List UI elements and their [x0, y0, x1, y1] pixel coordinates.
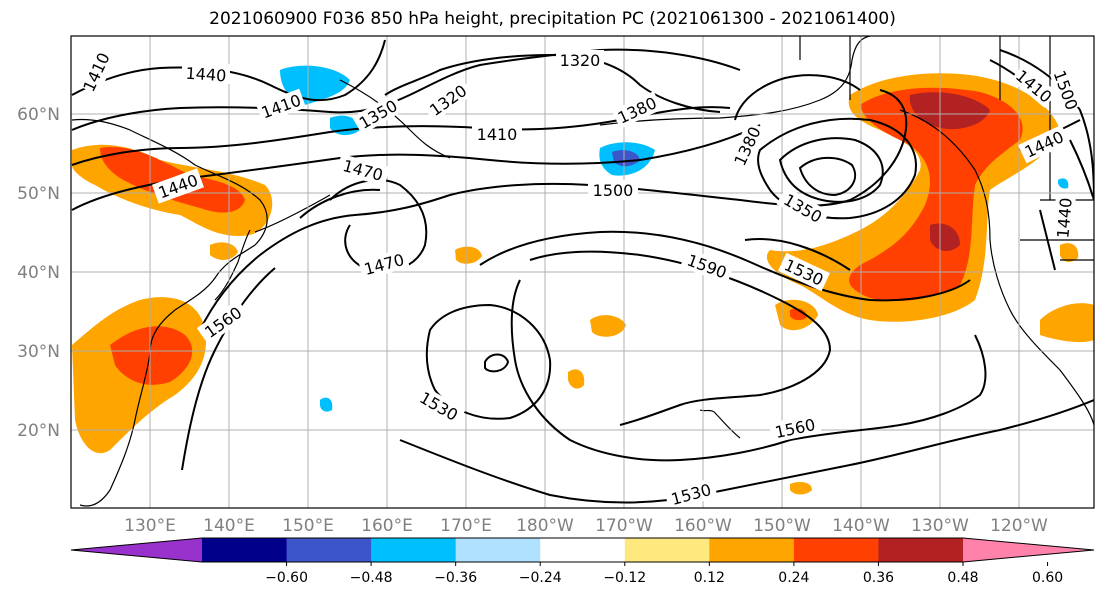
precip-patch — [210, 242, 238, 260]
precip-patch — [590, 315, 626, 337]
contour-label: 1440 — [185, 64, 227, 86]
page-title: 2021060900 F036 850 hPa height, precipit… — [209, 9, 896, 29]
lat-label: 40°N — [17, 263, 60, 283]
lon-label: 120°W — [990, 516, 1048, 536]
contour-label: 1440 — [1053, 197, 1075, 239]
colorbar-outline — [70, 537, 1095, 563]
colorbar-segment — [878, 538, 964, 562]
colorbar-tick-label: 0.12 — [694, 570, 725, 586]
colorbar-tick-label: −0.48 — [350, 570, 393, 586]
lon-label: 150°E — [282, 516, 334, 536]
precip-patch — [1060, 243, 1079, 262]
contour-label: 1500 — [593, 181, 634, 200]
lon-label: 170°W — [595, 516, 653, 536]
precip-patch — [568, 369, 585, 389]
lat-label: 60°N — [17, 105, 60, 125]
precip-core-japan-south — [110, 326, 193, 385]
colorbar-segment — [709, 538, 795, 562]
lat-label: 20°N — [17, 421, 60, 441]
precip-patch — [455, 246, 482, 264]
precip-max-gulf-alaska — [909, 92, 990, 130]
colorbar-tick-label: −0.24 — [519, 570, 562, 586]
longitude-labels: 130°E 140°E 150°E 160°E 170°E 180°W 170°… — [124, 516, 1048, 536]
colorbar-extend-low — [71, 538, 202, 562]
colorbar-segment — [455, 538, 541, 562]
colorbar-segment — [540, 538, 626, 562]
lon-label: 130°E — [124, 516, 176, 536]
colorbar-tick-label: 0.48 — [947, 570, 978, 586]
colorbar-segment — [202, 538, 288, 562]
lon-label: 170°E — [440, 516, 492, 536]
lat-label: 50°N — [17, 184, 60, 204]
colorbar-segment — [624, 538, 710, 562]
precip-negative-area — [320, 397, 333, 412]
height-contours — [71, 39, 1094, 504]
precip-core-gulf-alaska — [849, 87, 1023, 302]
lat-label: 30°N — [17, 342, 60, 362]
lon-label: 130°W — [911, 516, 969, 536]
colorbar-tick-label: 0.60 — [1032, 570, 1063, 586]
colorbar-tick-label: −0.60 — [265, 570, 308, 586]
colorbar-segment — [371, 538, 457, 562]
precip-negative-area — [1058, 178, 1069, 189]
contour-label: 1320 — [560, 51, 601, 70]
lon-label: 150°W — [753, 516, 811, 536]
lon-label: 160°W — [674, 516, 732, 536]
lon-label: 140°W — [832, 516, 890, 536]
colorbar-tick-label: 0.24 — [778, 570, 809, 586]
colorbar-tick-label: −0.12 — [603, 570, 646, 586]
latitude-labels: 60°N 50°N 40°N 30°N 20°N — [17, 105, 60, 441]
map-frame — [70, 35, 1095, 509]
precip-shading — [72, 65, 1094, 495]
contour-label: 1410 — [477, 125, 518, 144]
colorbar-extend-high — [963, 538, 1094, 562]
lon-label: 180°W — [516, 516, 574, 536]
colorbar-tick-label: 0.36 — [863, 570, 894, 586]
colorbar: −0.60 −0.48 −0.36 −0.24 −0.12 0.12 0.24 0.36 0.4… — [70, 537, 1095, 586]
lon-label: 140°E — [203, 516, 255, 536]
colorbar-tick-label: −0.36 — [434, 570, 477, 586]
colorbar-segment — [286, 538, 372, 562]
precip-max-gulf-alaska — [930, 223, 960, 252]
precip-patch — [1040, 303, 1094, 343]
precip-patch — [790, 482, 812, 495]
colorbar-segment — [793, 538, 879, 562]
lon-label: 160°E — [361, 516, 413, 536]
